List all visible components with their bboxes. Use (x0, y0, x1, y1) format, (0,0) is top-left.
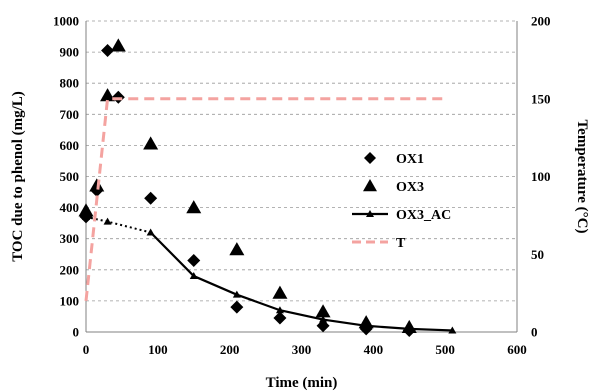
series-ox3-point (229, 242, 245, 256)
y2-tick-label: 200 (531, 14, 551, 29)
y2-tick-label: 150 (531, 91, 551, 106)
series-ox3-ac-point (319, 315, 328, 323)
legend-ox3-ac-label: OX3_AC (396, 208, 451, 223)
legend-ox3-label: OX3 (396, 180, 424, 195)
series-ox3-ac-line (149, 231, 453, 332)
series-ox3-ac-point (405, 324, 414, 332)
y2-axis-label: Temperature (°C) (574, 120, 590, 234)
legend-ox1-marker (364, 152, 376, 164)
series-ox3-ac-line-dotted (85, 215, 151, 234)
series-ox3-ac-point (189, 272, 198, 280)
y2-tick-label: 50 (531, 247, 544, 262)
series-ox3-ac-point (275, 306, 284, 314)
y-axis-label: TOC due to phenol (mg/L) (10, 91, 26, 262)
series-ox1-point (273, 311, 287, 325)
series-ox3-point (89, 178, 105, 192)
y-tick-label: 900 (60, 45, 80, 60)
plot-series (78, 38, 457, 337)
series-ox1-point (101, 44, 115, 58)
x-tick-label: 100 (148, 342, 168, 357)
x-tick-label: 0 (83, 342, 90, 357)
y-tick-label: 500 (60, 169, 80, 184)
x-tick-label: 500 (435, 342, 455, 357)
y-tick-label: 0 (73, 325, 80, 340)
series-ox3-ac-point (448, 326, 457, 334)
legend-t-label: T (396, 236, 406, 251)
series-ox3-point (315, 304, 331, 318)
series-ox3-ac-point (82, 212, 90, 220)
grid-lines (86, 20, 517, 302)
y-tick-label: 300 (60, 231, 80, 246)
series-ox1-point (144, 191, 158, 205)
x-tick-label: 600 (507, 342, 527, 357)
series-t-line (84, 97, 446, 302)
series-ox3-point (78, 203, 94, 217)
series-ox1-point (187, 253, 201, 267)
y2-tick-label: 100 (531, 169, 551, 184)
series-ox3-ac-point (103, 217, 112, 225)
legend-ox3-marker (363, 179, 377, 192)
y2-tick-label: 0 (531, 325, 538, 340)
y-tick-label: 800 (60, 76, 80, 91)
series-ox3-point (100, 88, 116, 102)
x-axis-label: Time (min) (266, 375, 338, 391)
series-ox3-point (143, 136, 159, 150)
y-tick-label: 700 (60, 107, 80, 122)
y-tick-label: 1000 (53, 14, 79, 29)
series-ox3-point (272, 285, 288, 299)
series-ox1-point (230, 300, 244, 314)
x-tick-label: 400 (364, 342, 384, 357)
series-ox1-point (111, 90, 125, 104)
y-tick-label: 600 (60, 138, 80, 153)
legend-ox1-label: OX1 (396, 152, 424, 167)
y-tick-label: 100 (60, 293, 80, 308)
axes: 0100200300400500600700800900100005010015… (53, 14, 551, 358)
series-ox3-ac-point (232, 290, 241, 298)
x-tick-label: 200 (220, 342, 240, 357)
series-ox3-point (186, 200, 202, 214)
x-tick-label: 300 (292, 342, 312, 357)
series-ox3-ac-point (362, 321, 371, 329)
y-tick-label: 200 (60, 262, 80, 277)
legend: OX1 OX3 OX3_AC T (352, 152, 451, 251)
legend-ox3-ac-marker (366, 210, 374, 217)
series-ox3-point (110, 38, 126, 52)
series-ox3-ac-point (146, 228, 155, 236)
y-tick-label: 400 (60, 200, 80, 215)
